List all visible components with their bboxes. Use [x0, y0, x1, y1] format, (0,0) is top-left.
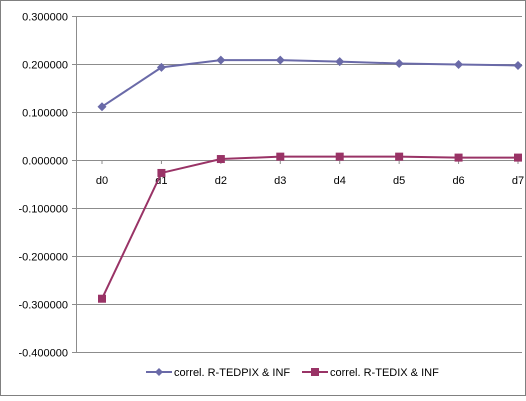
x-tick-label: d2 [215, 175, 227, 187]
series-layer [97, 55, 523, 303]
series-line [101, 59, 519, 108]
data-point [98, 294, 106, 303]
legend-item-1: correl. R-TEDPIX & INF [146, 367, 290, 379]
data-point [513, 60, 523, 70]
x-tick-label: d7 [512, 175, 524, 187]
y-tick-label: -0.200000 [18, 252, 68, 264]
series-2 [98, 152, 522, 303]
legend-label: correl. R-TEDPIX & INF [174, 367, 290, 379]
x-tick-label: d3 [274, 175, 286, 187]
data-point [157, 168, 166, 177]
data-point [514, 153, 522, 162]
data-point [454, 59, 464, 69]
legend-item-2: correl. R-TEDIX & INF [302, 367, 439, 379]
data-point [335, 57, 345, 67]
data-point [275, 55, 285, 65]
x-tick-label: d6 [452, 175, 464, 187]
data-point [395, 152, 404, 161]
data-point [216, 155, 225, 164]
y-tick-label: -0.300000 [18, 300, 68, 312]
x-tick-label: d0 [96, 175, 108, 187]
y-tick-label: -0.400000 [18, 348, 68, 360]
y-tick-label: -0.100000 [18, 204, 68, 216]
data-point [335, 152, 344, 161]
data-point [276, 152, 285, 161]
data-point [156, 62, 166, 72]
legend-label: correl. R-TEDIX & INF [330, 367, 439, 379]
data-point [394, 59, 404, 69]
x-tick-label: d4 [334, 175, 346, 187]
series-line [101, 155, 518, 300]
y-tick-label: 0.200000 [22, 60, 68, 72]
y-tick-label: 0.000000 [22, 156, 68, 168]
series-1 [97, 55, 523, 112]
data-point [97, 102, 107, 112]
x-tick-label: d5 [393, 175, 405, 187]
y-tick-label: 0.100000 [22, 108, 68, 120]
data-point [454, 153, 463, 162]
y-tick-label: 0.300000 [22, 12, 68, 24]
grid-layer [76, 16, 522, 353]
legend-marker [311, 368, 319, 376]
legend-marker [155, 368, 163, 376]
data-point [216, 55, 226, 65]
legend: correl. R-TEDPIX & INF correl. R-TEDIX & … [146, 367, 439, 379]
